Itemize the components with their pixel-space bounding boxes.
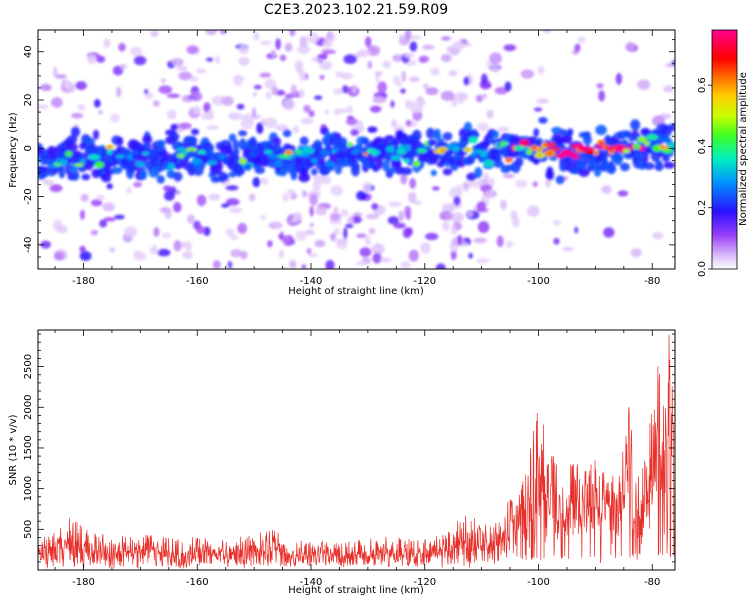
- snr-x-label: Height of straight line (km): [288, 585, 424, 596]
- colorbar-tick-label: 0.6: [697, 77, 708, 93]
- spectrogram-heat: [38, 30, 675, 269]
- colorbar-gradient: [711, 29, 738, 270]
- snr-panel: -180 -160 -140 -120 -100 -80 500 1000 1500 2000 2…: [8, 329, 676, 596]
- snr-x-axis: -180 -160 -140 -120 -100 -80: [54, 330, 660, 588]
- x-tick-label: -140: [300, 276, 323, 287]
- snr-frame: [37, 329, 676, 571]
- x-tick-label: -180: [72, 276, 95, 287]
- colorbar-tick-label: 0.4: [697, 138, 708, 154]
- colorbar-label: Normalized spectral amplitude: [738, 72, 749, 226]
- spectrogram-x-axis: -180 -160 -140 -120 -100 -80: [54, 30, 660, 287]
- y-tick-label: 500: [23, 520, 34, 539]
- x-tick-label: -180: [72, 577, 95, 588]
- spectrogram-panel: -180 -160 -140 -120 -100 -80 -40 -20 0 20 40 Heig…: [8, 29, 676, 297]
- y-tick-label: -40: [23, 237, 34, 253]
- y-tick-label: -20: [23, 188, 34, 204]
- y-tick-label: 40: [23, 45, 34, 58]
- spectrogram-y-axis: -40 -20 0 20 40: [23, 39, 675, 270]
- x-tick-label: -120: [413, 276, 436, 287]
- snr-series-line: [38, 334, 675, 569]
- y-tick-label: 0: [23, 145, 34, 151]
- spectrogram-y-label: Frequency (Hz): [8, 112, 19, 188]
- colorbar-ticks: 0.0 0.2 0.4 0.6: [697, 77, 712, 277]
- snr-y-axis: 500 1000 1500 2000 2500: [23, 333, 675, 563]
- snr-y-label: SNR (10 * v/v): [8, 414, 19, 485]
- y-tick-label: 2500: [23, 354, 34, 379]
- spectrogram-frame: [37, 29, 676, 270]
- y-tick-label: 1500: [23, 435, 34, 460]
- x-tick-label: -100: [527, 276, 550, 287]
- colorbar: 0.0 0.2 0.4 0.6 Normalized spectral amplitu…: [697, 29, 749, 277]
- x-tick-label: -120: [413, 577, 436, 588]
- y-tick-label: 2000: [23, 395, 34, 420]
- colorbar-tick-label: 0.0: [697, 261, 708, 277]
- y-tick-label: 1000: [23, 476, 34, 501]
- spectrogram-peak: [586, 150, 593, 154]
- x-tick-label: -160: [186, 276, 209, 287]
- x-tick-label: -160: [186, 577, 209, 588]
- colorbar-tick-label: 0.2: [697, 200, 708, 216]
- x-tick-label: -100: [527, 577, 550, 588]
- x-tick-label: -140: [300, 577, 323, 588]
- x-tick-label: -80: [644, 276, 660, 287]
- spectrogram-x-label: Height of straight line (km): [288, 286, 424, 297]
- y-tick-label: 20: [23, 94, 34, 107]
- figure-title: C2E3.2023.102.21.59.R09: [264, 2, 448, 18]
- spectrogram-blobs: [38, 30, 675, 269]
- x-tick-label: -80: [644, 577, 660, 588]
